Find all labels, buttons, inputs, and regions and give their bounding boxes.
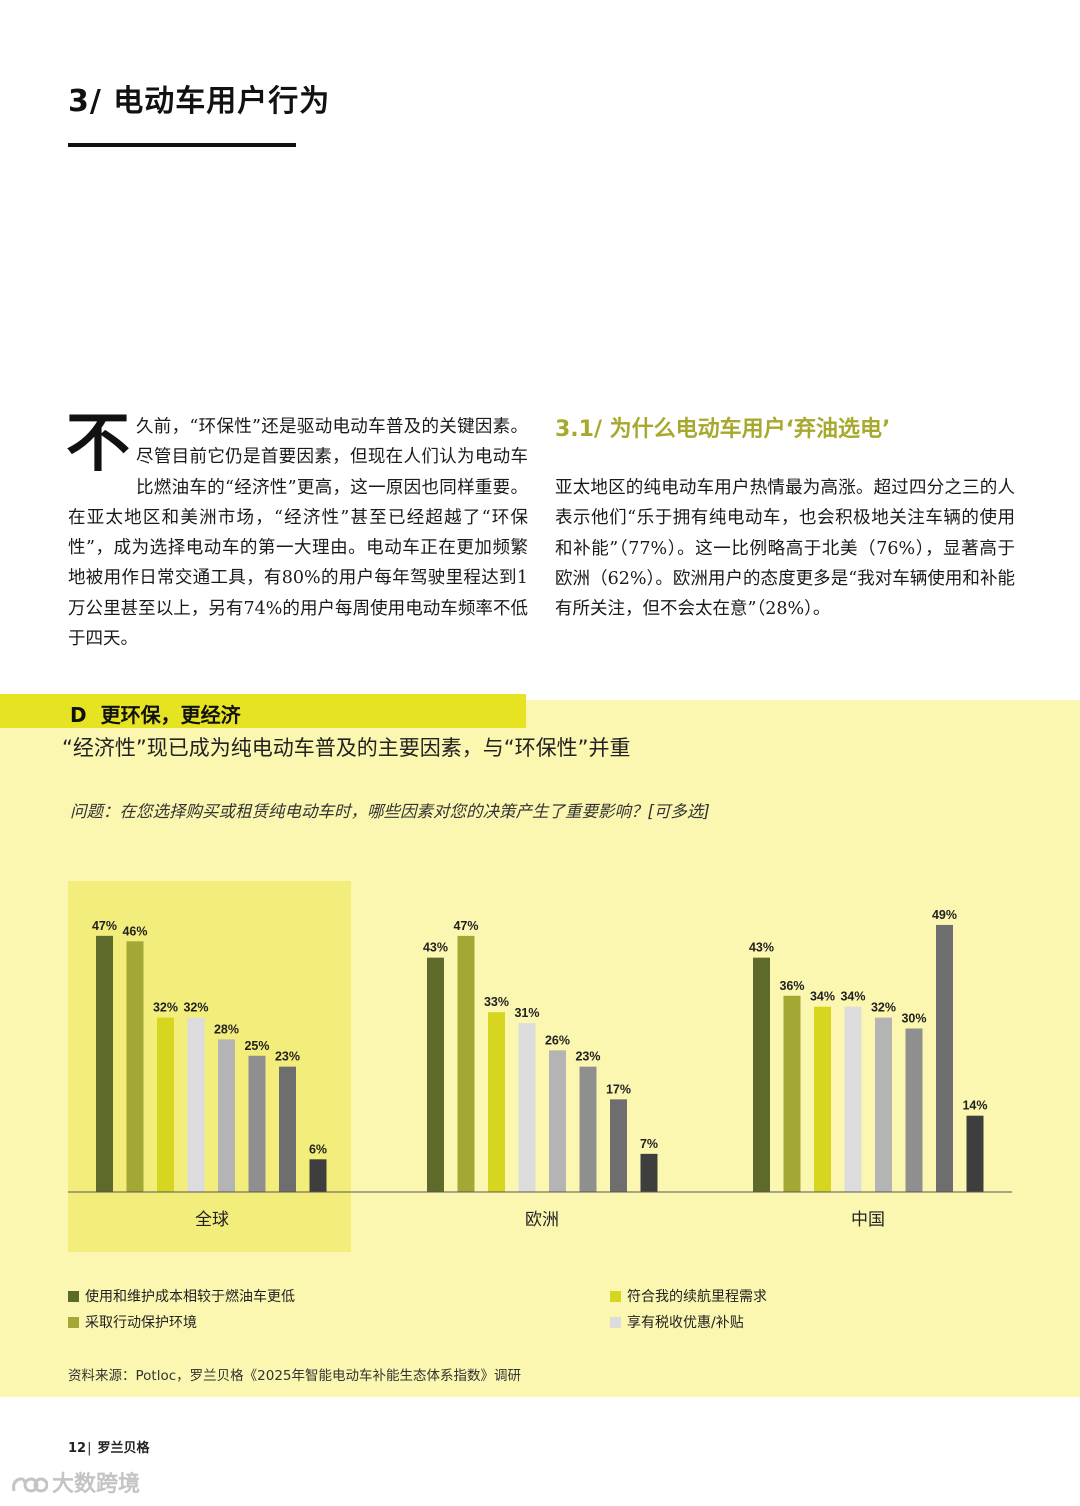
legend-right: 符合我的续航里程需求 享有税收优惠/补贴 bbox=[610, 1288, 767, 1340]
intro-text: 久前，“环保性”还是驱动电动车普及的关键因素。尽管目前它仍是首要因素，但现在人们… bbox=[68, 417, 528, 650]
data-label: 34% bbox=[810, 990, 835, 1004]
bar bbox=[905, 1028, 923, 1192]
section-title: 3/ 电动车用户行为 bbox=[68, 84, 331, 119]
legend-swatch bbox=[610, 1317, 621, 1328]
data-label: 7% bbox=[640, 1137, 658, 1151]
subsection-paragraph: 亚太地区的纯电动车用户热情最为高涨。超过四分之三的人表示他们“乐于拥有纯电动车，… bbox=[555, 478, 1015, 620]
data-label: 36% bbox=[779, 979, 804, 993]
bar bbox=[814, 1006, 831, 1192]
highlight-box bbox=[68, 881, 351, 1252]
data-label: 31% bbox=[514, 1006, 539, 1020]
bar bbox=[427, 957, 444, 1192]
figure-letter: D bbox=[70, 703, 87, 727]
bar bbox=[187, 1017, 205, 1192]
legend-label: 采取行动保护环境 bbox=[85, 1315, 197, 1331]
bar bbox=[753, 957, 770, 1192]
data-label: 28% bbox=[214, 1022, 239, 1036]
bar bbox=[966, 1115, 984, 1192]
page-footer: 12| 罗兰贝格 bbox=[68, 1437, 150, 1456]
legend-swatch bbox=[68, 1291, 79, 1302]
figure-label: D 更环保，更经济 bbox=[70, 699, 241, 728]
watermark: 大数跨境 bbox=[10, 1468, 150, 1502]
category-label: 欧洲 bbox=[525, 1210, 559, 1230]
legend-label: 享有税收优惠/补贴 bbox=[627, 1315, 744, 1331]
data-label: 14% bbox=[962, 1099, 987, 1113]
bar bbox=[844, 1006, 862, 1192]
bar-chart: 47% 46% 32% 32% 28% 25% 23% 6% 全球 43% 47% 33% 31% 26%… bbox=[68, 881, 1012, 1252]
bar bbox=[309, 1159, 327, 1192]
survey-question: 问题：在您选择购买或租赁纯电动车时，哪些因素对您的决策产生了重要影响？[可多选] bbox=[70, 802, 710, 821]
bar bbox=[579, 1066, 597, 1192]
data-label: 26% bbox=[545, 1033, 570, 1047]
figure-subtitle: “经济性”现已成为纯电动车普及的主要因素，与“环保性”并重 bbox=[62, 736, 631, 760]
data-label: 46% bbox=[122, 924, 147, 938]
legend-item: 符合我的续航里程需求 bbox=[610, 1288, 767, 1314]
legend-swatch bbox=[610, 1291, 621, 1302]
data-label: 30% bbox=[901, 1012, 926, 1026]
bar bbox=[457, 935, 475, 1192]
data-label: 33% bbox=[484, 995, 509, 1009]
legend-label: 符合我的续航里程需求 bbox=[627, 1289, 767, 1305]
bar bbox=[279, 1066, 296, 1192]
data-label: 25% bbox=[244, 1039, 269, 1053]
data-label: 32% bbox=[153, 1001, 178, 1015]
source-note: 资料来源：Potloc，罗兰贝格《2025年智能电动车补能生态体系指数》调研 bbox=[68, 1368, 522, 1384]
bar bbox=[157, 1017, 174, 1192]
legend-item: 采取行动保护环境 bbox=[68, 1314, 295, 1340]
bar bbox=[248, 1055, 266, 1192]
footer-separator: | bbox=[87, 1441, 92, 1456]
figure-label-bar bbox=[0, 694, 526, 728]
bar bbox=[783, 995, 801, 1192]
page-number: 12 bbox=[68, 1441, 87, 1456]
data-label: 47% bbox=[92, 919, 117, 933]
bar bbox=[96, 935, 113, 1192]
footer-brand: 罗兰贝格 bbox=[97, 1441, 150, 1456]
data-label: 6% bbox=[309, 1142, 327, 1156]
data-label: 23% bbox=[575, 1050, 600, 1064]
bar bbox=[875, 1017, 892, 1192]
legend-left: 使用和维护成本相较于燃油车更低 采取行动保护环境 bbox=[68, 1288, 295, 1340]
data-label: 43% bbox=[423, 941, 448, 955]
category-label: 中国 bbox=[851, 1210, 885, 1230]
data-label: 17% bbox=[606, 1082, 631, 1096]
bar bbox=[126, 941, 144, 1192]
watermark-logo-icon bbox=[12, 1477, 48, 1493]
subsection-heading: 3.1/ 为什么电动车用户‘弃油选电’ bbox=[555, 417, 891, 442]
legend-label: 使用和维护成本相较于燃油车更低 bbox=[85, 1289, 295, 1305]
intro-paragraph: 不久前，“环保性”还是驱动电动车普及的关键因素。尽管目前它仍是首要因素，但现在人… bbox=[66, 406, 528, 654]
data-label: 32% bbox=[871, 1001, 896, 1015]
bar bbox=[640, 1153, 658, 1192]
data-label: 23% bbox=[275, 1050, 300, 1064]
data-label: 34% bbox=[840, 990, 865, 1004]
bar bbox=[936, 924, 953, 1192]
category-label: 全球 bbox=[195, 1210, 229, 1230]
bar bbox=[610, 1099, 627, 1192]
title-rule bbox=[68, 143, 296, 147]
data-label: 32% bbox=[183, 1001, 208, 1015]
legend-item: 享有税收优惠/补贴 bbox=[610, 1314, 767, 1340]
bar bbox=[518, 1023, 536, 1192]
legend-item: 使用和维护成本相较于燃油车更低 bbox=[68, 1288, 295, 1314]
bar bbox=[549, 1050, 566, 1192]
watermark-text: 大数跨境 bbox=[52, 1472, 141, 1497]
figure-title: 更环保，更经济 bbox=[100, 703, 241, 727]
data-label: 47% bbox=[453, 919, 478, 933]
drop-cap: 不 bbox=[66, 406, 130, 481]
bar bbox=[218, 1039, 235, 1192]
data-label: 43% bbox=[749, 941, 774, 955]
legend-swatch bbox=[68, 1317, 79, 1328]
data-label: 49% bbox=[932, 908, 957, 922]
bar bbox=[488, 1012, 505, 1192]
